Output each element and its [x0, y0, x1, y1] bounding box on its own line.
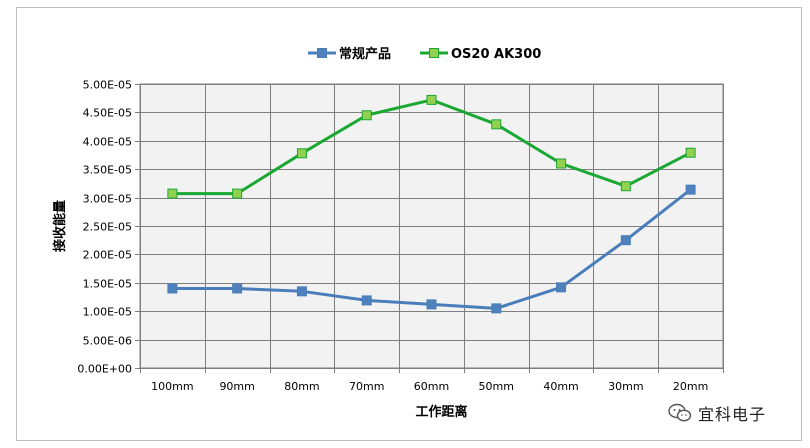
x-tick-label: 30mm [608, 380, 643, 393]
series-0-marker [685, 184, 696, 195]
series-0-marker [232, 283, 243, 294]
y-axis-title: 接收能量 [52, 200, 68, 252]
y-tick-label: 4.50E-05 [83, 107, 132, 120]
y-tick-label: 5.00E-06 [83, 335, 132, 348]
y-tick-label: 1.50E-05 [83, 278, 132, 291]
legend-marker-1 [429, 48, 439, 58]
series-1-marker [620, 181, 631, 192]
wechat-icon [668, 403, 692, 422]
y-tick-label: 3.50E-05 [83, 164, 132, 177]
series-1-marker [685, 147, 696, 158]
series-0-marker [620, 235, 631, 246]
x-tick-label: 40mm [543, 380, 578, 393]
x-tick-label: 90mm [219, 380, 254, 393]
legend-label-1: OS20 AK300 [451, 47, 541, 62]
x-tick-label: 20mm [673, 380, 708, 393]
series-1-marker [232, 188, 243, 199]
x-tick-label: 70mm [349, 380, 384, 393]
y-tick-label: 2.00E-05 [83, 249, 132, 262]
series-1-marker [296, 148, 307, 159]
series-0-marker [296, 286, 307, 297]
y-tick-label: 3.00E-05 [83, 193, 132, 206]
watermark-text: 宜科电子 [698, 405, 767, 424]
y-tick-label: 0.00E+00 [77, 363, 132, 376]
series-0-marker [556, 282, 567, 293]
series-1-marker [491, 119, 502, 130]
y-tick-label: 1.00E-05 [83, 306, 132, 319]
y-tick-label: 5.00E-05 [83, 79, 132, 92]
series-1-marker [426, 94, 437, 105]
legend-label-0: 常规产品 [339, 46, 391, 62]
legend-marker-0 [317, 48, 327, 58]
y-tick-label: 4.00E-05 [83, 136, 132, 149]
series-1-marker [556, 158, 567, 169]
series-0-marker [491, 303, 502, 314]
series-0-marker [426, 299, 437, 310]
series-1-marker [167, 188, 178, 199]
watermark: 宜科电子 [668, 400, 766, 426]
x-tick-label: 80mm [284, 380, 319, 393]
series-0-marker [167, 283, 178, 294]
x-tick-label: 100mm [151, 380, 193, 393]
y-tick-label: 2.50E-05 [83, 221, 132, 234]
x-tick-label: 50mm [479, 380, 514, 393]
x-axis-title: 工作距离 [415, 404, 467, 420]
series-0-marker [361, 295, 372, 306]
x-tick-label: 60mm [414, 380, 449, 393]
series-1-marker [361, 110, 372, 121]
